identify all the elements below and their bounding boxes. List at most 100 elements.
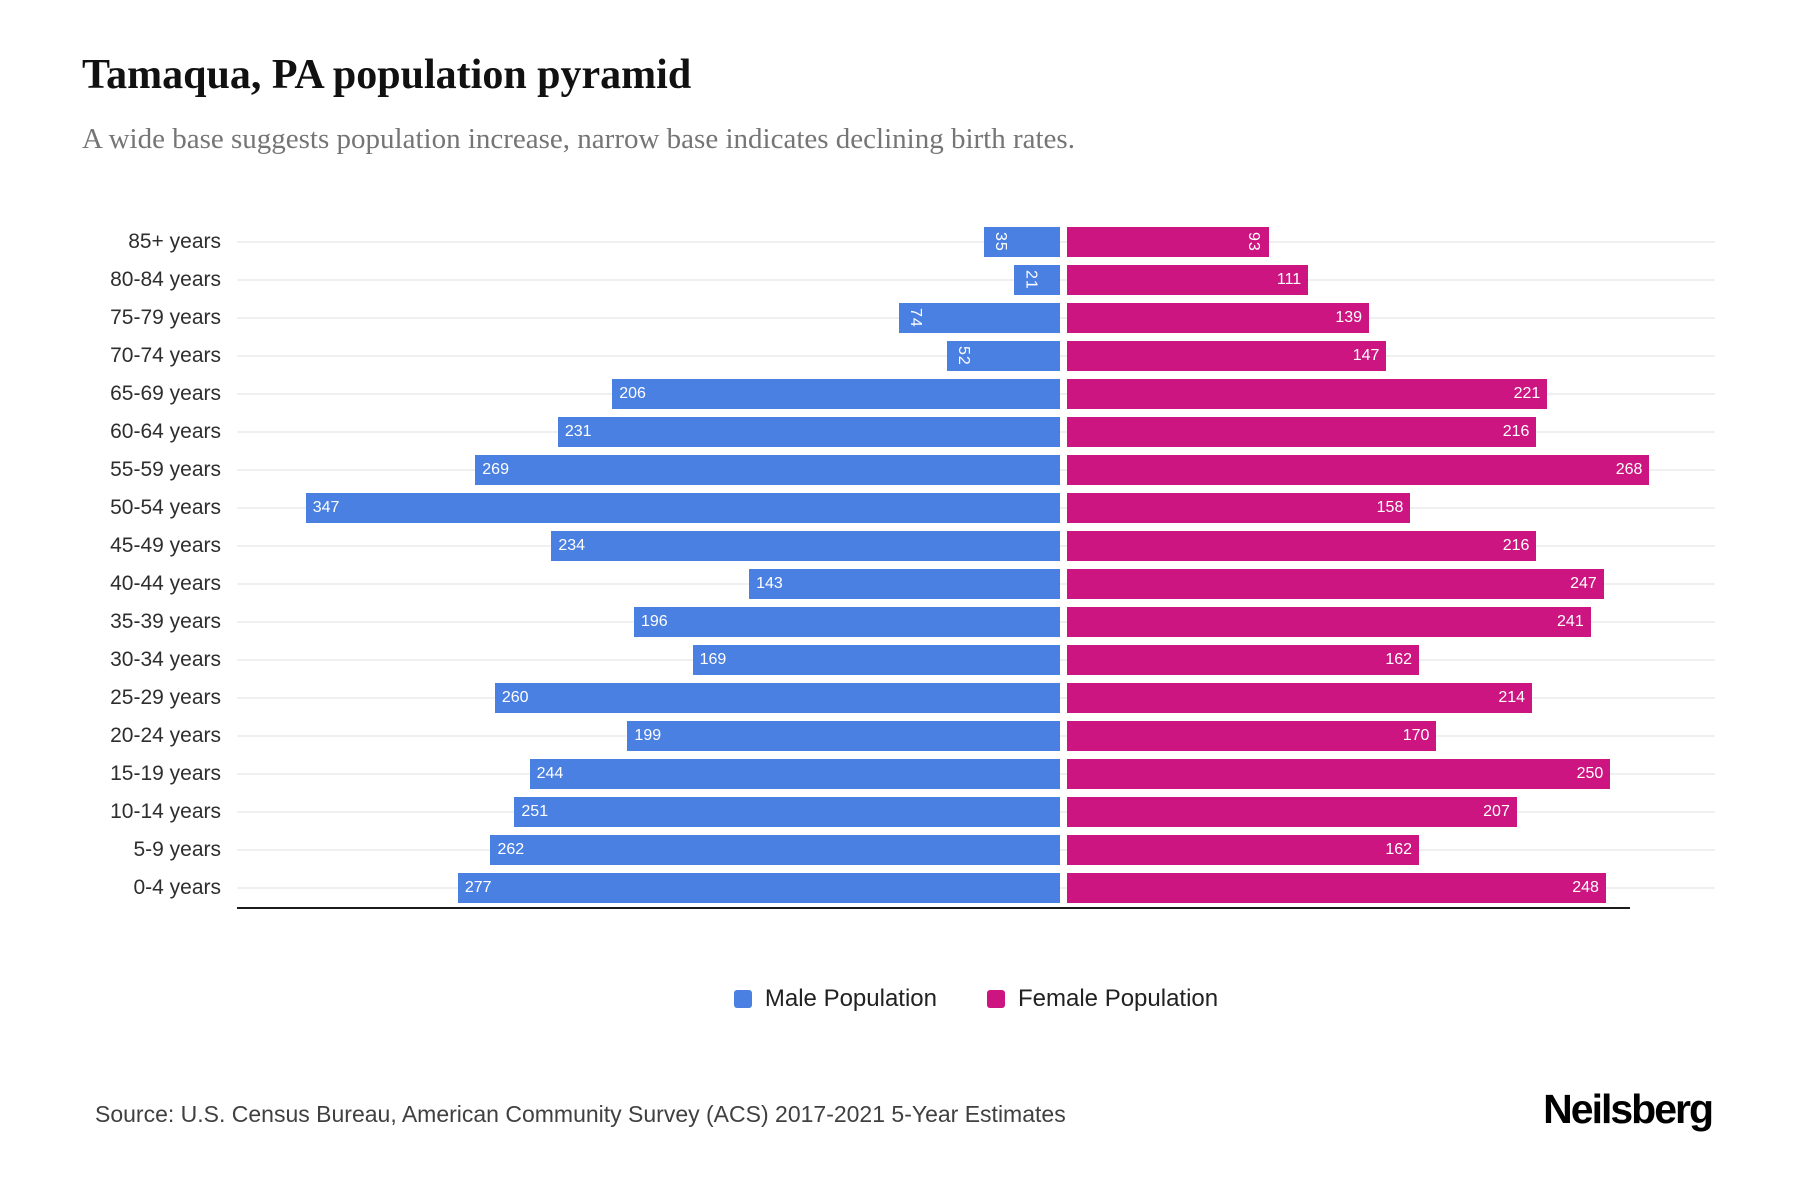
male-value-label: 206 [619, 384, 646, 402]
male-value-label: 169 [699, 650, 727, 668]
female-bar: 216 [1066, 416, 1537, 447]
female-bar: 162 [1066, 644, 1420, 675]
female-half: 162 [1063, 641, 1715, 679]
row-plot: 231 216 [237, 413, 1715, 451]
female-value-label: 158 [1376, 498, 1404, 516]
age-group-label: 0-4 years [133, 875, 221, 899]
row-plot: 143 247 [237, 565, 1715, 603]
female-value-label: 241 [1557, 612, 1584, 630]
age-group-label: 45-49 years [110, 533, 221, 557]
pyramid-row: 40-44 years 143 247 [0, 565, 1715, 603]
male-half: 143 [237, 565, 1063, 603]
row-plot: 269 268 [237, 451, 1715, 489]
female-bar: 216 [1066, 530, 1537, 561]
x-axis-line [237, 906, 1630, 909]
male-bar: 143 [749, 568, 1060, 599]
row-bars: 169 162 [237, 641, 1715, 679]
pyramid-row: 10-14 years 251 207 [0, 793, 1715, 831]
female-half: 207 [1063, 793, 1715, 831]
female-half: 250 [1063, 755, 1715, 793]
male-bar: 196 [633, 606, 1060, 637]
male-bar: 206 [612, 378, 1060, 409]
male-bar: 234 [551, 530, 1060, 561]
female-value-label: 162 [1385, 840, 1413, 858]
row-bars: 21 111 [237, 261, 1715, 299]
pyramid-row: 70-74 years 52 147 [0, 337, 1715, 375]
male-half: 234 [237, 527, 1063, 565]
male-value-label: 231 [564, 422, 592, 440]
male-half: 74 [237, 299, 1063, 337]
male-half: 196 [237, 603, 1063, 641]
female-value-label: 170 [1402, 726, 1430, 744]
female-bar: 93 [1066, 226, 1270, 257]
pyramid-row: 45-49 years 234 216 [0, 527, 1715, 565]
row-bars: 231 216 [237, 413, 1715, 451]
pyramid-row: 15-19 years 244 250 [0, 755, 1715, 793]
source-text: Source: U.S. Census Bureau, American Com… [95, 1101, 1066, 1127]
row-plot: 21 111 [237, 261, 1715, 299]
male-half: 169 [237, 641, 1063, 679]
pyramid-row: 65-69 years 206 221 [0, 375, 1715, 413]
row-bars: 262 162 [237, 831, 1715, 869]
male-half: 231 [237, 413, 1063, 451]
female-half: 268 [1063, 451, 1715, 489]
male-half: 262 [237, 831, 1063, 869]
row-plot: 347 158 [237, 489, 1715, 527]
male-value-label: 35 [991, 232, 1009, 252]
row-bars: 196 241 [237, 603, 1715, 641]
female-bar: 241 [1066, 606, 1591, 637]
row-bars: 244 250 [237, 755, 1715, 793]
chart-header: Tamaqua, PA population pyramid A wide ba… [0, 0, 1800, 157]
legend: Male Population Female Population [237, 985, 1715, 1013]
male-swatch-icon [733, 989, 752, 1008]
female-value-label: 250 [1576, 764, 1604, 782]
female-bar: 214 [1066, 682, 1533, 713]
pyramid-row: 60-64 years 231 216 [0, 413, 1715, 451]
female-half: 216 [1063, 527, 1715, 565]
pyramid-rows: 85+ years 35 93 80-84 years [0, 223, 1715, 907]
age-group-label: 55-59 years [110, 457, 221, 481]
pyramid-row: 80-84 years 21 111 [0, 261, 1715, 299]
male-half: 199 [237, 717, 1063, 755]
male-half: 347 [237, 489, 1063, 527]
male-value-label: 277 [464, 878, 492, 896]
row-bars: 347 158 [237, 489, 1715, 527]
row-bars: 234 216 [237, 527, 1715, 565]
male-half: 251 [237, 793, 1063, 831]
age-group-label: 5-9 years [133, 837, 221, 861]
chart-subtitle: A wide base suggests population increase… [82, 123, 1075, 156]
male-half: 269 [237, 451, 1063, 489]
row-plot: 251 207 [237, 793, 1715, 831]
male-half: 206 [237, 375, 1063, 413]
row-bars: 52 147 [237, 337, 1715, 375]
male-bar: 262 [490, 834, 1060, 865]
legend-item-male: Male Population [733, 985, 937, 1013]
row-plot: 169 162 [237, 641, 1715, 679]
age-group-label: 15-19 years [110, 761, 221, 785]
female-half: 248 [1063, 869, 1715, 907]
male-bar: 260 [494, 682, 1060, 713]
chart-footer: Source: U.S. Census Bureau, American Com… [95, 1089, 1714, 1130]
female-bar: 111 [1066, 264, 1309, 295]
male-half: 52 [237, 337, 1063, 375]
pyramid-row: 25-29 years 260 214 [0, 679, 1715, 717]
pyramid-row: 55-59 years 269 268 [0, 451, 1715, 489]
female-value-label: 216 [1502, 536, 1530, 554]
female-half: 147 [1063, 337, 1715, 375]
age-group-label: 85+ years [128, 229, 221, 253]
female-bar: 248 [1066, 872, 1606, 903]
age-group-label: 20-24 years [110, 723, 221, 747]
female-bar: 221 [1066, 378, 1548, 409]
male-bar: 74 [899, 302, 1060, 333]
female-half: 241 [1063, 603, 1715, 641]
female-half: 216 [1063, 413, 1715, 451]
female-bar: 158 [1066, 492, 1411, 523]
female-value-label: 111 [1276, 270, 1302, 288]
population-pyramid-chart: 85+ years 35 93 80-84 years [0, 223, 1800, 909]
female-half: 247 [1063, 565, 1715, 603]
female-bar: 170 [1066, 720, 1437, 751]
male-value-label: 347 [312, 498, 340, 516]
female-half: 162 [1063, 831, 1715, 869]
male-bar: 35 [983, 226, 1060, 257]
female-half: 139 [1063, 299, 1715, 337]
